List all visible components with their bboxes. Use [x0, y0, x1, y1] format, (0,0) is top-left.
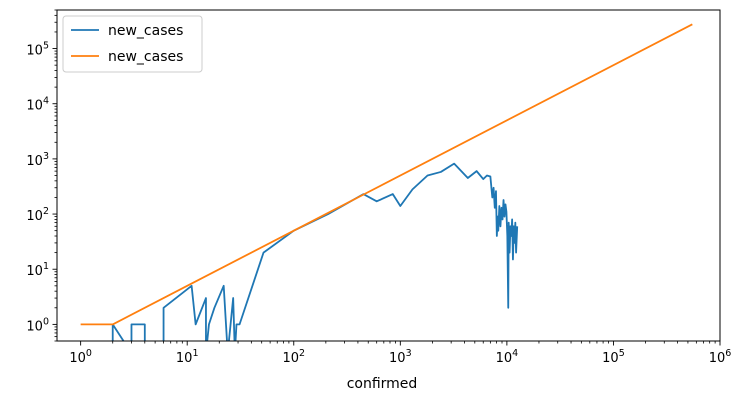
y-tick-label: 103	[26, 151, 49, 169]
y-axis-ticks: 100 101 102 103 104 105	[26, 9, 57, 342]
y-tick-label: 101	[26, 261, 49, 279]
x-axis-label: confirmed	[347, 376, 418, 392]
y-tick-label: 102	[26, 206, 49, 224]
series-line-2	[80, 23, 693, 326]
x-tick-label: 101	[176, 348, 199, 366]
x-tick-label: 100	[69, 348, 92, 366]
y-tick-label: 100	[26, 316, 49, 334]
series-layer	[80, 23, 693, 341]
x-axis-ticks: 100 101 102 103 104 105 106	[69, 341, 731, 366]
y-tick-label: 104	[26, 96, 49, 114]
x-tick-label: 106	[709, 348, 732, 366]
x-tick-label: 102	[282, 348, 305, 366]
series-line-1	[111, 162, 519, 341]
x-tick-label: 103	[389, 348, 412, 366]
y-tick-label: 105	[26, 41, 49, 59]
legend-label-1: new_cases	[108, 23, 183, 39]
legend: new_cases new_cases	[62, 15, 203, 73]
legend-label-2: new_cases	[108, 49, 183, 65]
x-tick-label: 105	[602, 348, 625, 366]
x-tick-label: 104	[496, 348, 519, 366]
